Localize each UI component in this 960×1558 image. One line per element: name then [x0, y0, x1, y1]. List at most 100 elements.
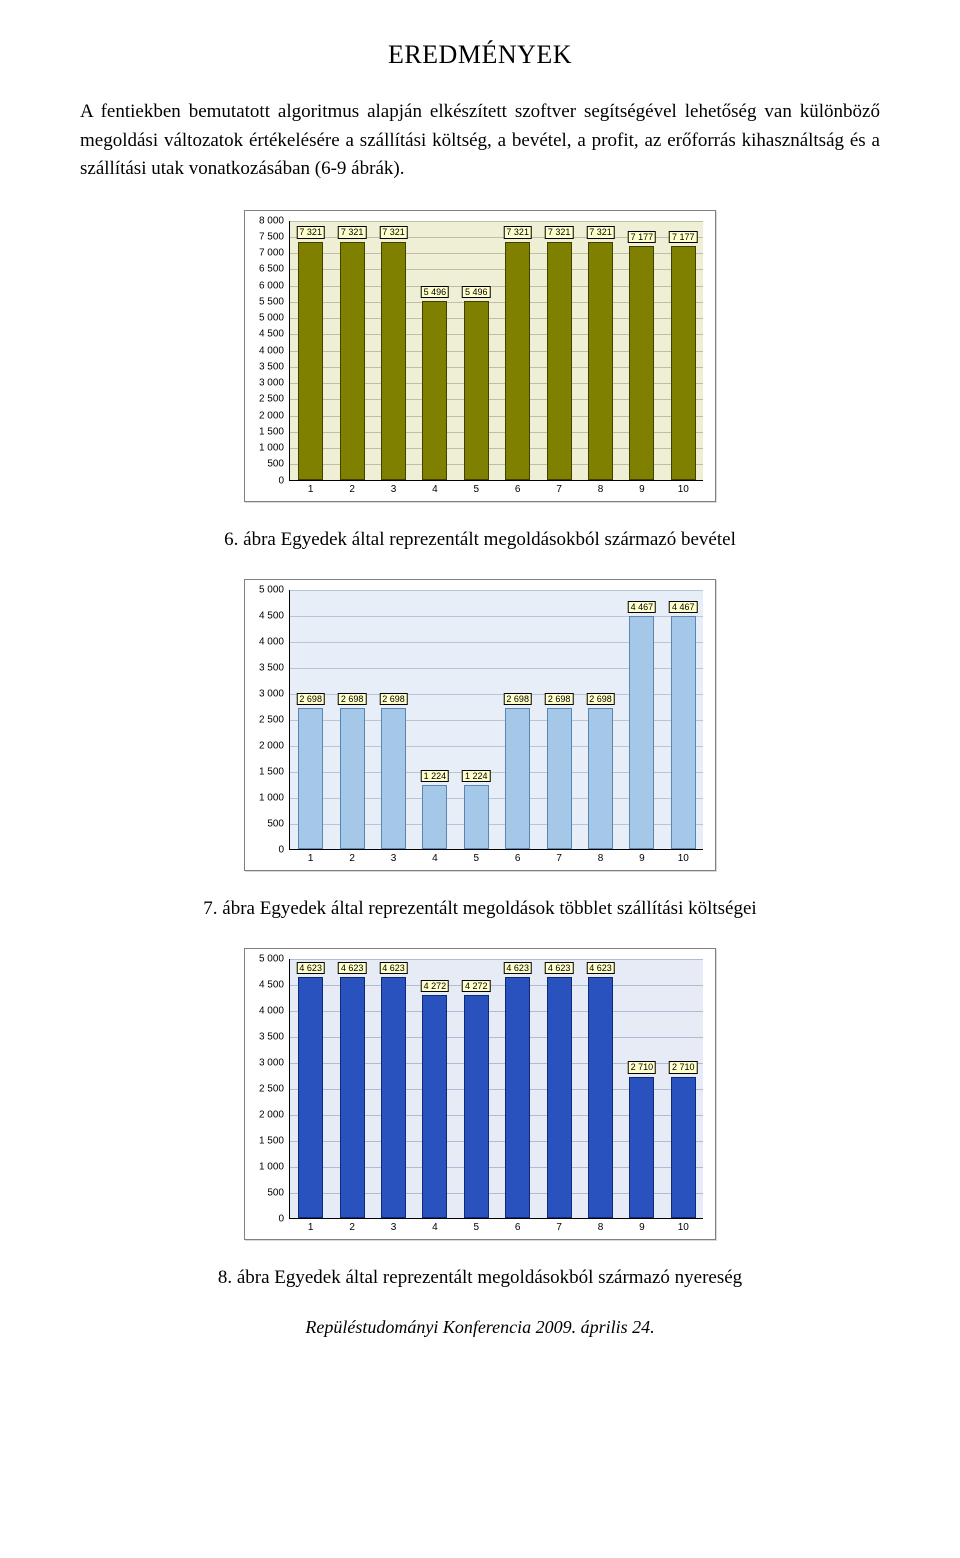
y-tick-label: 1 500 [259, 1135, 290, 1146]
bar-value-label: 2 698 [503, 693, 532, 705]
x-tick-label: 9 [639, 849, 645, 864]
chart-bar [671, 616, 696, 848]
x-tick-label: 8 [598, 1218, 604, 1233]
y-tick-label: 1 500 [259, 766, 290, 777]
bar-value-label: 4 623 [586, 962, 615, 974]
x-tick-label: 10 [678, 480, 689, 495]
x-tick-label: 2 [349, 480, 355, 495]
x-tick-label: 1 [308, 480, 314, 495]
chart-bar [381, 708, 406, 848]
caption-chart-revenue: 6. ábra Egyedek által reprezentált megol… [80, 529, 880, 551]
x-tick-label: 4 [432, 480, 438, 495]
chart-profit: 05001 0001 5002 0002 5003 0003 5004 0004… [244, 948, 716, 1240]
y-tick-label: 3 000 [259, 688, 290, 699]
y-tick-label: 1 000 [259, 443, 290, 454]
x-tick-label: 7 [556, 480, 562, 495]
y-tick-label: 500 [267, 1187, 290, 1198]
chart-bar [629, 616, 654, 848]
intro-paragraph: A fentiekben bemutatott algoritmus alapj… [80, 98, 880, 184]
chart-revenue: 05001 0001 5002 0002 5003 0003 5004 0004… [244, 210, 716, 502]
x-tick-label: 7 [556, 849, 562, 864]
bar-value-label: 4 272 [421, 980, 450, 992]
bar-value-label: 2 710 [669, 1061, 698, 1073]
y-tick-label: 2 500 [259, 394, 290, 405]
y-tick-label: 1 000 [259, 1161, 290, 1172]
chart-bar [629, 246, 654, 479]
x-tick-label: 10 [678, 1218, 689, 1233]
x-tick-label: 3 [391, 1218, 397, 1233]
grid-line [290, 959, 703, 960]
chart-bar [464, 995, 489, 1217]
bar-value-label: 1 224 [462, 770, 491, 782]
bar-value-label: 4 467 [628, 601, 657, 613]
chart-bar [298, 708, 323, 848]
x-tick-label: 8 [598, 849, 604, 864]
bar-value-label: 7 321 [379, 226, 408, 238]
y-tick-label: 5 000 [259, 953, 290, 964]
bar-value-label: 7 321 [296, 226, 325, 238]
bar-value-label: 2 698 [379, 693, 408, 705]
y-tick-label: 2 500 [259, 1083, 290, 1094]
x-tick-label: 2 [349, 849, 355, 864]
y-tick-label: 3 500 [259, 662, 290, 673]
bar-value-label: 1 224 [421, 770, 450, 782]
y-tick-label: 6 500 [259, 264, 290, 275]
chart-bar [588, 977, 613, 1217]
x-tick-label: 2 [349, 1218, 355, 1233]
x-tick-label: 6 [515, 1218, 521, 1233]
x-tick-label: 5 [474, 480, 480, 495]
y-tick-label: 6 000 [259, 280, 290, 291]
page-footer: Repüléstudományi Konferencia 2009. ápril… [80, 1317, 880, 1338]
x-tick-label: 10 [678, 849, 689, 864]
y-tick-label: 500 [267, 459, 290, 470]
x-tick-label: 6 [515, 849, 521, 864]
y-tick-label: 4 500 [259, 329, 290, 340]
plot-area: 05001 0001 5002 0002 5003 0003 5004 0004… [289, 590, 703, 850]
plot-area: 05001 0001 5002 0002 5003 0003 5004 0004… [289, 221, 703, 481]
y-tick-label: 2 000 [259, 410, 290, 421]
chart-bar [298, 242, 323, 480]
x-tick-label: 4 [432, 849, 438, 864]
x-tick-label: 3 [391, 480, 397, 495]
chart-bar [505, 242, 530, 480]
bar-value-label: 4 623 [545, 962, 574, 974]
page-title: EREDMÉNYEK [80, 40, 880, 70]
chart-bar [422, 301, 447, 480]
bar-value-label: 2 698 [545, 693, 574, 705]
x-tick-label: 9 [639, 1218, 645, 1233]
chart-bar [547, 242, 572, 480]
grid-line [290, 590, 703, 591]
chart-bar [422, 995, 447, 1217]
chart-bar [340, 708, 365, 848]
x-tick-label: 7 [556, 1218, 562, 1233]
y-tick-label: 3 500 [259, 361, 290, 372]
y-tick-label: 0 [278, 1213, 290, 1224]
y-tick-label: 3 000 [259, 1057, 290, 1068]
bar-value-label: 4 272 [462, 980, 491, 992]
bar-value-label: 7 321 [586, 226, 615, 238]
bar-value-label: 7 321 [503, 226, 532, 238]
chart-bar [340, 977, 365, 1217]
y-tick-label: 500 [267, 818, 290, 829]
y-tick-label: 4 500 [259, 979, 290, 990]
y-tick-label: 5 500 [259, 296, 290, 307]
chart-bar [422, 785, 447, 849]
bar-value-label: 7 177 [669, 231, 698, 243]
y-tick-label: 4 000 [259, 1005, 290, 1016]
x-tick-label: 5 [474, 1218, 480, 1233]
y-tick-label: 7 500 [259, 231, 290, 242]
y-tick-label: 3 500 [259, 1031, 290, 1042]
bar-value-label: 4 467 [669, 601, 698, 613]
chart-bar [547, 977, 572, 1217]
x-tick-label: 6 [515, 480, 521, 495]
grid-line [290, 221, 703, 222]
y-tick-label: 1 500 [259, 426, 290, 437]
y-tick-label: 5 000 [259, 584, 290, 595]
bar-value-label: 2 698 [586, 693, 615, 705]
bar-value-label: 7 321 [545, 226, 574, 238]
caption-chart-profit: 8. ábra Egyedek által reprezentált megol… [80, 1267, 880, 1289]
bar-value-label: 5 496 [462, 286, 491, 298]
x-tick-label: 1 [308, 849, 314, 864]
bar-value-label: 7 177 [628, 231, 657, 243]
bar-value-label: 2 710 [628, 1061, 657, 1073]
